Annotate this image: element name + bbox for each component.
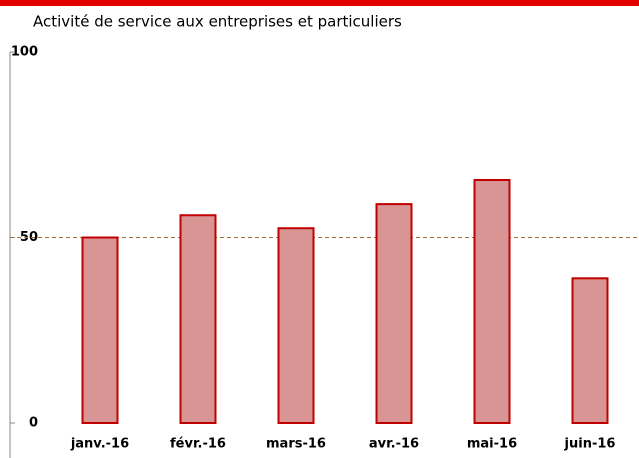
y-tick-label: 100 xyxy=(11,45,38,60)
y-tick-label: 0 xyxy=(29,416,38,431)
bar xyxy=(571,277,609,424)
top-bar xyxy=(0,0,639,6)
bar xyxy=(179,214,217,424)
x-tick-label: juin-16 xyxy=(564,437,616,452)
bar xyxy=(81,236,119,424)
bar xyxy=(277,227,315,424)
x-tick-label: févr.-16 xyxy=(170,437,226,452)
x-tick-label: janv.-16 xyxy=(70,437,129,452)
y-tick-label: 50 xyxy=(20,230,38,245)
bar xyxy=(473,178,511,424)
bar xyxy=(375,203,413,424)
x-tick-label: avr.-16 xyxy=(369,437,419,452)
chart-title: Activité de service aux entreprises et p… xyxy=(33,13,402,31)
x-tick-label: mars-16 xyxy=(266,437,326,452)
x-tick-label: mai-16 xyxy=(467,437,517,452)
